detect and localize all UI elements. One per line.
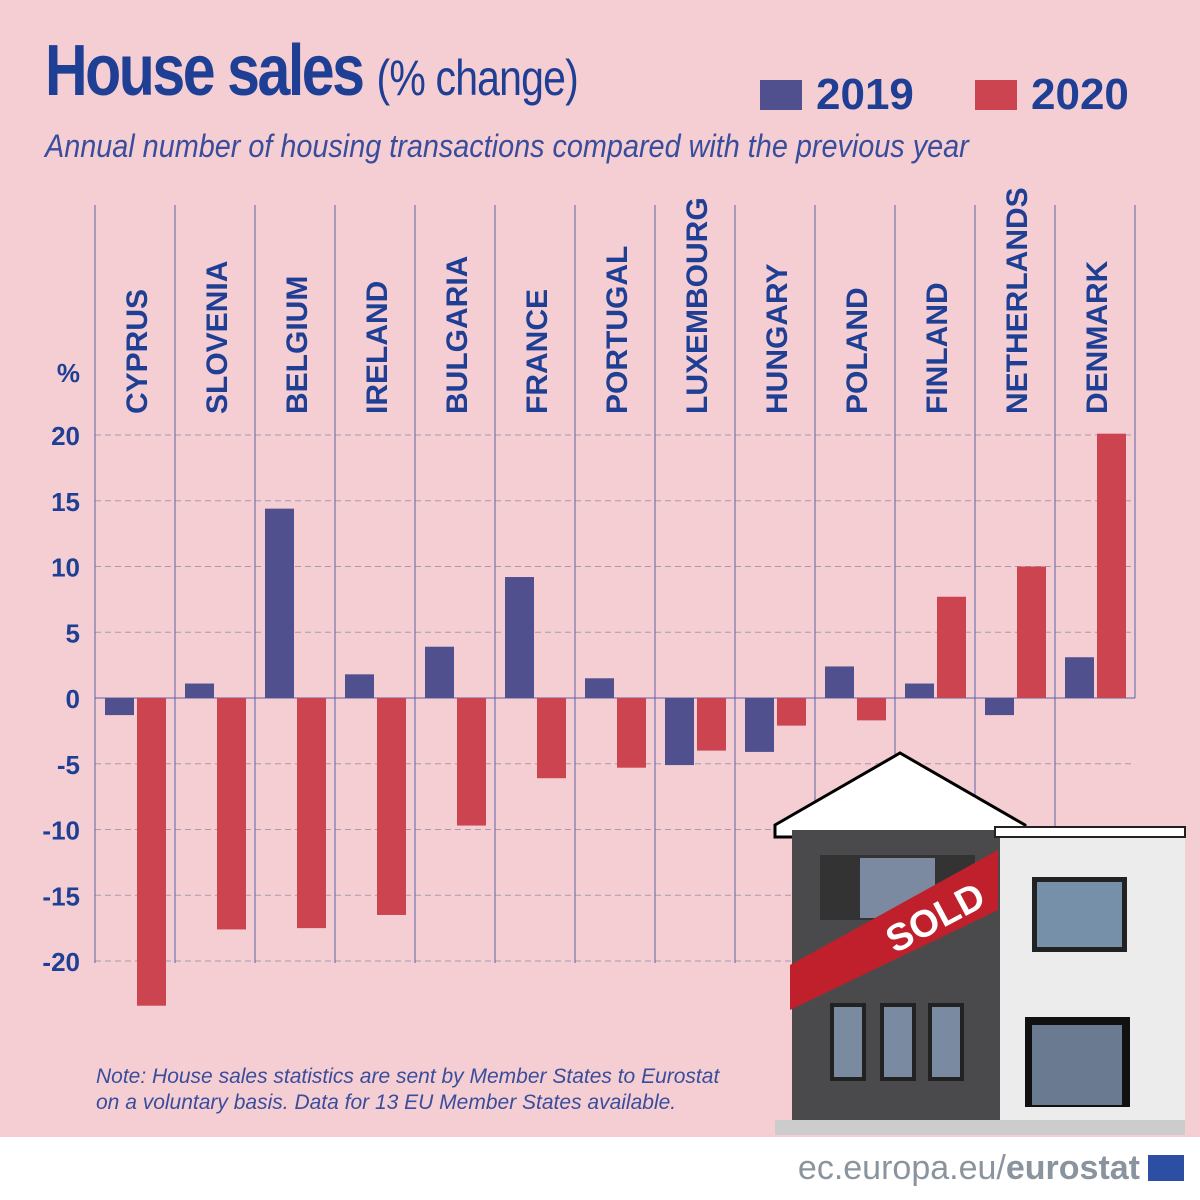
- bar-2019-denmark: [1065, 657, 1094, 698]
- category-label: CYPRUS: [121, 289, 154, 414]
- bar-2020-bulgaria: [457, 698, 486, 826]
- bar-2020-denmark: [1097, 433, 1126, 698]
- bar-2019-netherlands: [985, 698, 1014, 716]
- y-tick-label: 0: [66, 684, 80, 714]
- y-tick-label: 5: [66, 618, 80, 648]
- house-illustration: SOLD: [773, 751, 1186, 1135]
- y-axis-unit: %: [57, 358, 80, 388]
- bar-2020-portugal: [617, 698, 646, 768]
- bar-2019-luxembourg: [665, 698, 694, 766]
- footer: ec.europa.eu/eurostat: [0, 1137, 1200, 1200]
- bar-2020-cyprus: [137, 698, 166, 1006]
- bar-2019-france: [505, 577, 534, 698]
- legend-swatch: [760, 80, 802, 110]
- category-label: NETHERLANDS: [1001, 187, 1034, 414]
- subtitle: Annual number of housing transactions co…: [45, 128, 969, 164]
- y-tick-label: -10: [42, 816, 80, 846]
- category-label: IRELAND: [361, 281, 394, 414]
- footnote: Note: House sales statistics are sent by…: [96, 1064, 719, 1116]
- bar-2020-finland: [937, 596, 966, 698]
- category-label: BELGIUM: [281, 276, 314, 414]
- category-label: LUXEMBOURG: [681, 197, 714, 414]
- url-brand: eurostat: [1005, 1149, 1140, 1187]
- bar-chart: 20 15 10 5 0 -5 -10 -15 -20% CYPRUS SLOVENIA BELGIU…: [42, 187, 1136, 1006]
- category-label: HUNGARY: [761, 263, 794, 414]
- legend-item-2020: 2020: [975, 70, 1129, 120]
- title-suffix: (% change): [376, 50, 578, 106]
- chart-title: House sales (% change): [45, 30, 579, 112]
- legend-swatch: [975, 80, 1017, 110]
- y-tick-label: -20: [42, 947, 80, 977]
- bar-2019-cyprus: [105, 698, 134, 716]
- y-tick-label: 20: [51, 421, 80, 451]
- category-label: PORTUGAL: [601, 246, 634, 414]
- category-label: SLOVENIA: [201, 261, 234, 414]
- note-line: Note: House sales statistics are sent by…: [96, 1065, 720, 1088]
- y-tick-label: 15: [51, 487, 80, 517]
- bar-2019-slovenia: [185, 683, 214, 698]
- bar-2020-slovenia: [217, 698, 246, 930]
- legend-label: 2019: [816, 70, 914, 119]
- bar-2019-poland: [825, 666, 854, 698]
- eurostat-link[interactable]: ec.europa.eu/eurostat: [798, 1149, 1140, 1188]
- category-label: FRANCE: [521, 289, 554, 414]
- bar-2020-france: [537, 698, 566, 779]
- legend-item-2019: 2019: [760, 70, 914, 120]
- eu-flag-icon: [1148, 1155, 1184, 1181]
- bar-2020-ireland: [377, 698, 406, 915]
- url-prefix: ec.europa.eu/: [797, 1149, 1006, 1187]
- bar-2019-hungary: [745, 698, 774, 752]
- bar-2020-hungary: [777, 698, 806, 726]
- bar-2019-ireland: [345, 674, 374, 698]
- bar-2019-finland: [905, 683, 934, 698]
- bar-2020-belgium: [297, 698, 326, 929]
- legend-label: 2020: [1031, 70, 1129, 119]
- category-label: DENMARK: [1081, 260, 1114, 414]
- bar-2019-bulgaria: [425, 646, 454, 698]
- bar-2020-netherlands: [1017, 566, 1046, 698]
- bar-2020-poland: [857, 698, 886, 721]
- category-label: POLAND: [841, 287, 874, 414]
- bar-2019-portugal: [585, 678, 614, 698]
- y-tick-label: -5: [57, 750, 80, 780]
- bar-2020-luxembourg: [697, 698, 726, 751]
- title-main: House sales: [45, 31, 365, 111]
- category-label: FINLAND: [921, 282, 954, 414]
- y-tick-label: 10: [51, 553, 80, 583]
- category-label: BULGARIA: [441, 256, 474, 414]
- note-line: on a voluntary basis. Data for 13 EU Mem…: [96, 1091, 677, 1114]
- y-tick-label: -15: [42, 881, 80, 911]
- bar-2019-belgium: [265, 508, 294, 698]
